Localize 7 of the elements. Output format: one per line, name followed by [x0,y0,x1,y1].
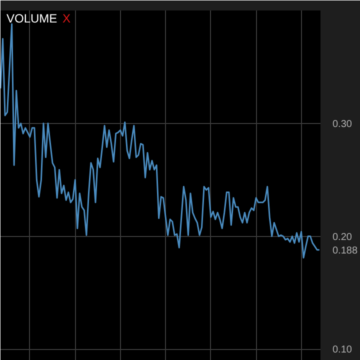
y-tick-label: 0.20 [332,232,352,243]
y-tick-label: 0.188 [332,245,358,256]
chart-title: VOLUME [6,12,58,26]
y-tick-label: 0.10 [332,344,352,356]
line-series [0,23,320,259]
annotation: X [62,12,71,26]
y-tick-label: 0.30 [332,118,352,130]
